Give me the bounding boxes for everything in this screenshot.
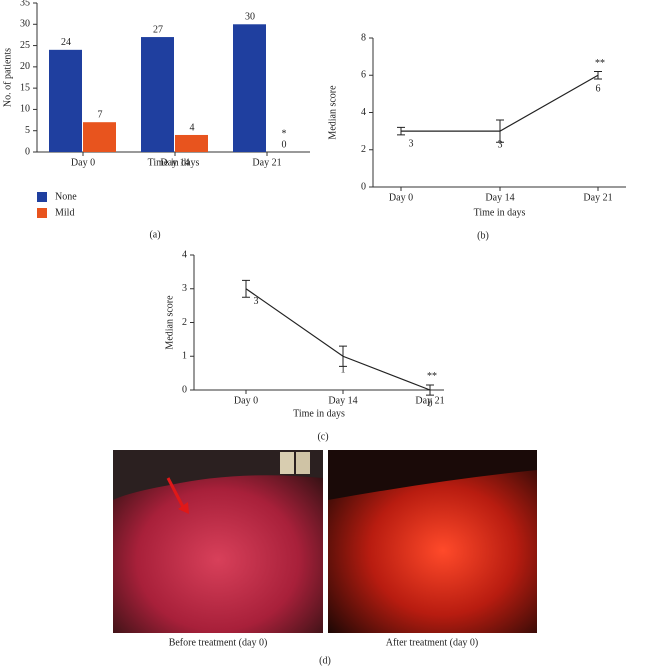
y-tick-label: 10 — [20, 104, 30, 115]
y-tick-label: 2 — [182, 317, 187, 328]
tooth — [280, 452, 294, 474]
panel-label: (d) — [319, 655, 331, 666]
value-label: 3 — [498, 139, 503, 150]
arrow-head — [178, 502, 189, 514]
legend-swatch — [37, 192, 47, 202]
annotation: ** — [427, 371, 437, 382]
value-label: 3 — [409, 138, 414, 149]
y-tick-label: 30 — [20, 19, 30, 30]
x-axis-label: Time in days — [474, 207, 526, 218]
value-label: 3 — [254, 296, 259, 307]
value-label: 1 — [341, 365, 346, 376]
y-tick-label: 25 — [20, 40, 30, 51]
y-tick-label: 0 — [361, 181, 366, 192]
legend-label: Mild — [55, 207, 74, 218]
y-axis-label: No. of patients — [2, 48, 13, 107]
panel-label: (c) — [317, 431, 328, 442]
legend-label: None — [55, 191, 77, 202]
tooth — [296, 452, 310, 474]
bar — [141, 37, 174, 152]
error-bar — [426, 384, 434, 396]
line — [245, 288, 431, 391]
legend-swatch — [37, 208, 47, 218]
panel-label: (b) — [477, 230, 489, 241]
y-tick-label: 0 — [182, 384, 187, 395]
x-tick-label: Day 21 — [415, 395, 444, 406]
y-tick-label: 4 — [182, 249, 187, 260]
annotation: * — [282, 128, 287, 139]
y-tick-label: 4 — [361, 107, 366, 118]
photo-shadow — [113, 450, 323, 500]
y-axis-label: Median score — [164, 295, 175, 350]
x-tick-label: Day 21 — [252, 157, 281, 168]
photo-caption: Before treatment (day 0) — [169, 637, 268, 648]
x-tick-label: Day 0 — [234, 395, 258, 406]
y-tick-label: 0 — [25, 146, 30, 157]
value-label: 27 — [153, 24, 163, 35]
value-label: 30 — [245, 12, 255, 23]
bar — [83, 122, 116, 152]
arrow — [166, 477, 185, 508]
value-label: 0 — [428, 398, 433, 409]
y-tick-label: 2 — [361, 144, 366, 155]
value-label: 24 — [61, 37, 71, 48]
y-tick-label: 8 — [361, 32, 366, 43]
value-label: 7 — [98, 109, 103, 120]
x-tick-label: Day 14 — [485, 192, 514, 203]
line — [401, 74, 599, 132]
photo-caption: After treatment (day 0) — [386, 637, 478, 648]
bar — [175, 134, 208, 152]
y-tick-label: 1 — [182, 351, 187, 362]
x-tick-label: Day 0 — [71, 157, 95, 168]
y-tick-label: 5 — [25, 125, 30, 136]
x-axis-label: Time in days — [293, 408, 345, 419]
bar — [233, 24, 266, 153]
value-label: 6 — [596, 84, 601, 95]
y-tick-label: 20 — [20, 61, 30, 72]
panel-label: (a) — [149, 229, 160, 240]
y-tick-label: 35 — [20, 0, 30, 8]
x-axis-label: Time in days — [148, 157, 200, 168]
photo-shadow — [328, 450, 537, 500]
y-tick-label: 15 — [20, 82, 30, 93]
value-label: 0 — [282, 139, 287, 150]
x-tick-label: Day 0 — [389, 192, 413, 203]
x-tick-label: Day 21 — [583, 192, 612, 203]
x-tick-label: Day 14 — [328, 395, 357, 406]
y-axis-label: Median score — [327, 85, 338, 140]
annotation: ** — [595, 58, 605, 69]
y-tick-label: 3 — [182, 283, 187, 294]
value-label: 4 — [190, 122, 195, 133]
x-tick-label: Day 14 — [160, 157, 189, 168]
bar — [49, 49, 82, 153]
y-tick-label: 6 — [361, 70, 366, 81]
